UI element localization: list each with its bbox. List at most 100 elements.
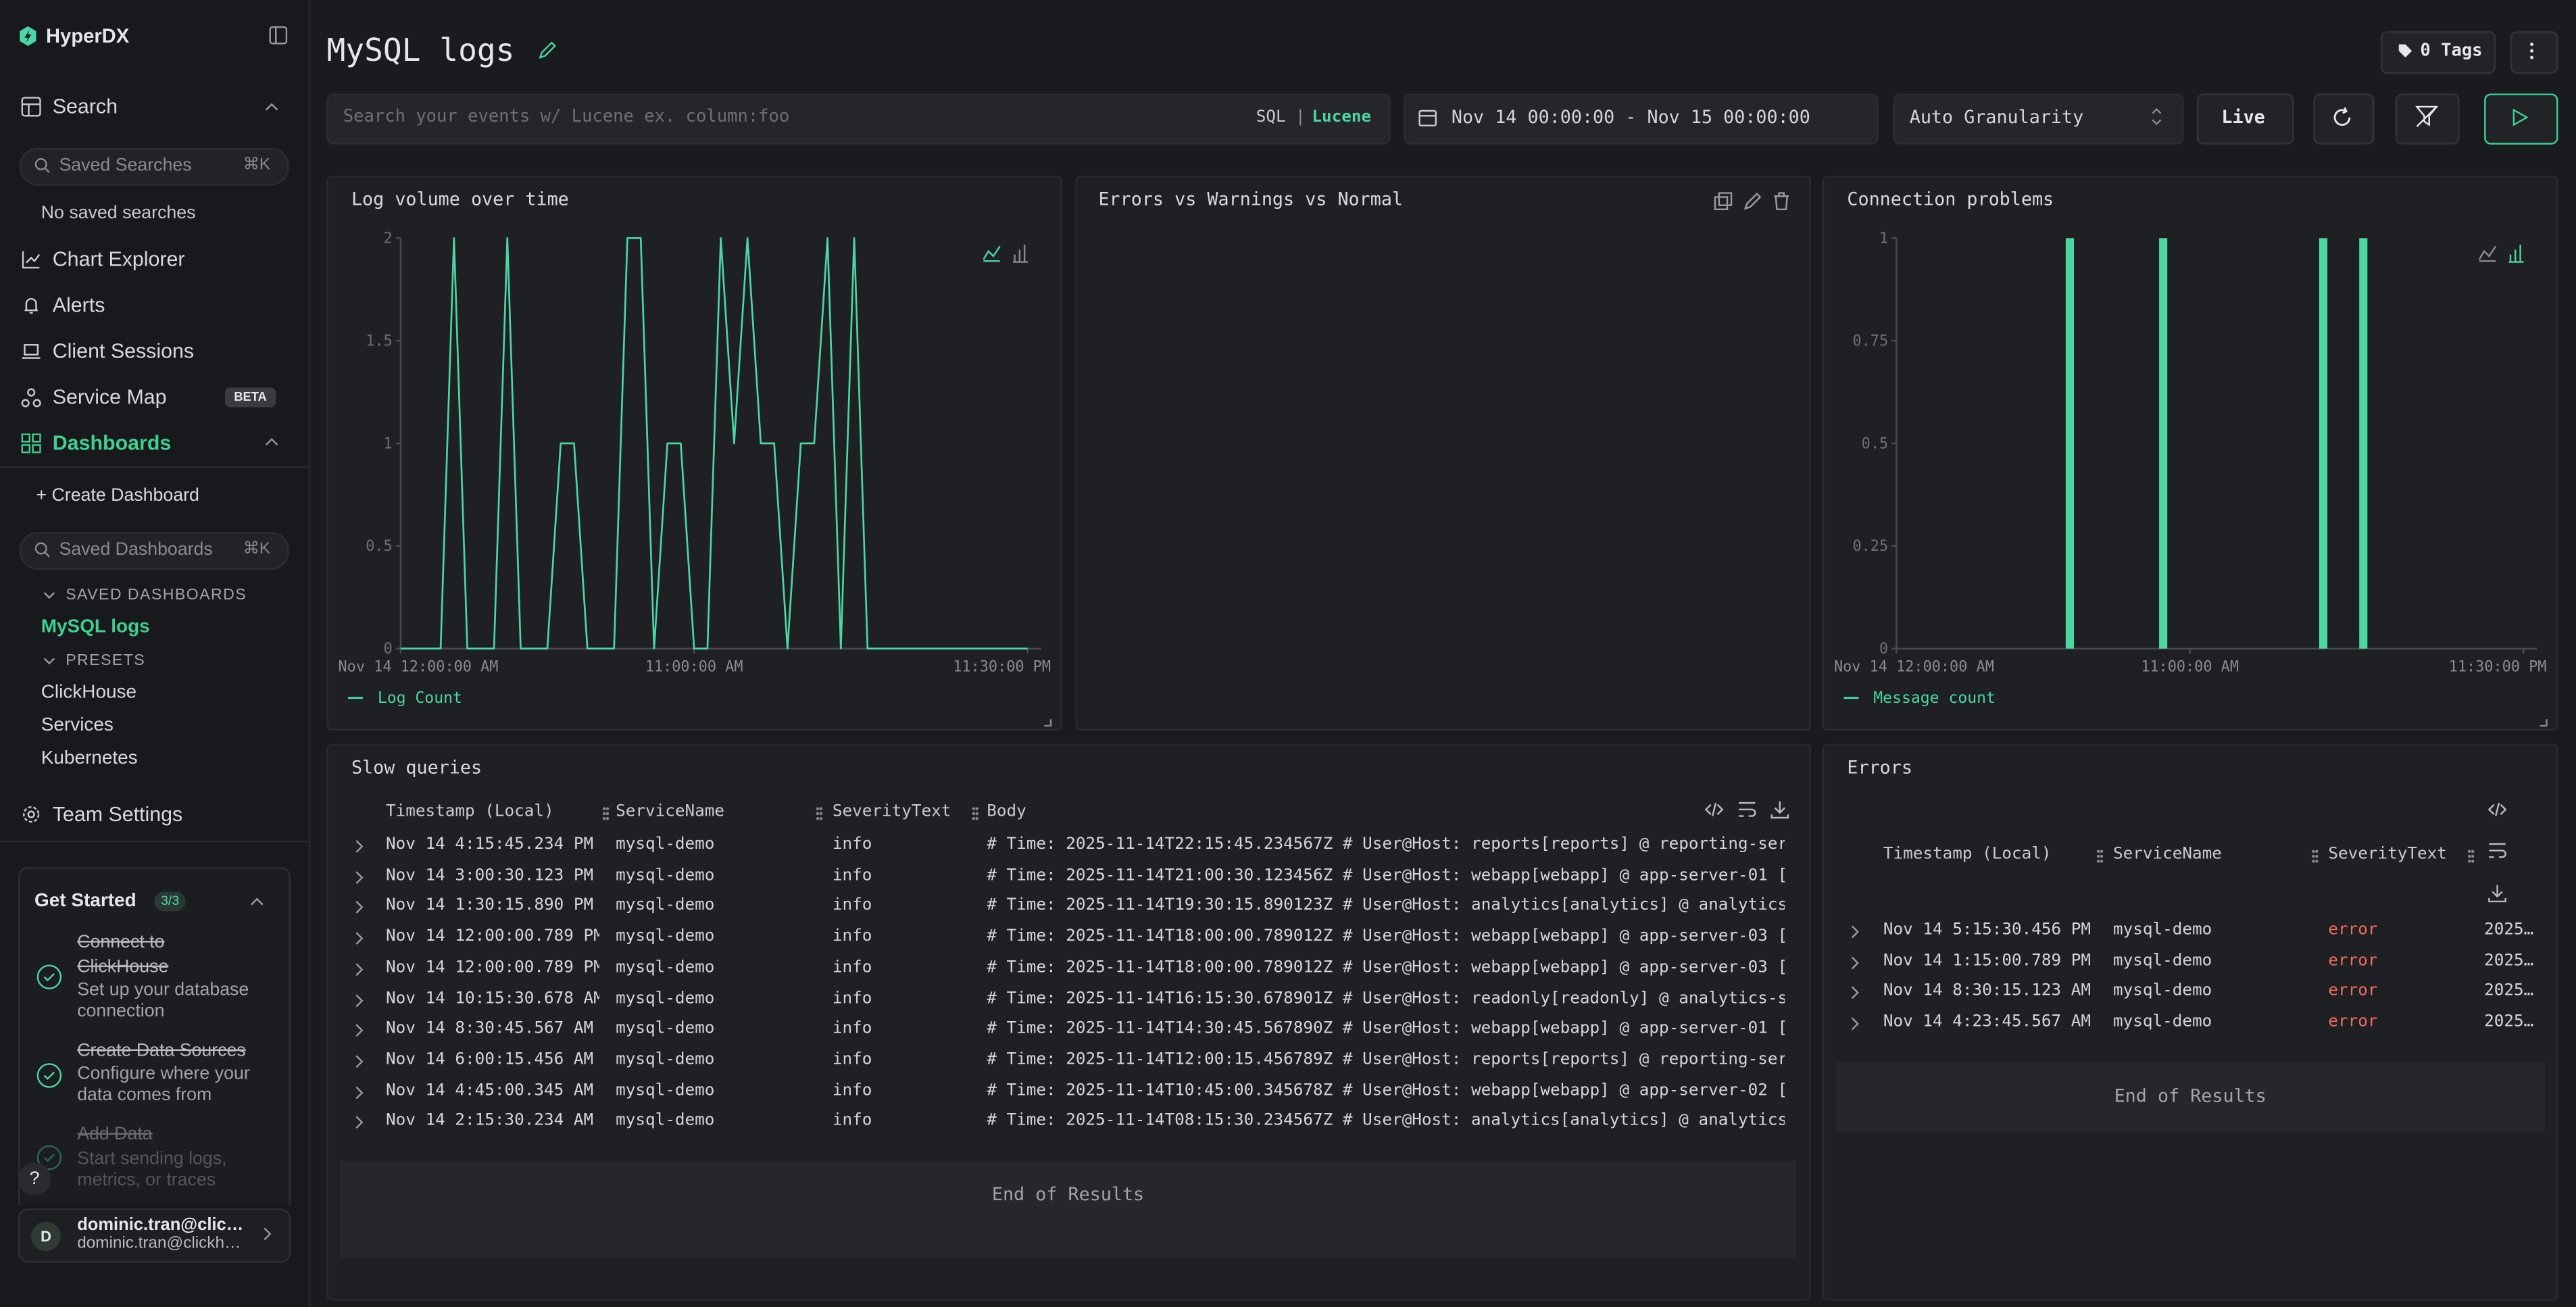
granularity-select[interactable] xyxy=(1893,93,2184,145)
live-button[interactable] xyxy=(2196,93,2294,145)
table-cell: Nov 14 4:45:00.345 AM xyxy=(385,1081,594,1100)
separator: | xyxy=(1295,108,1306,127)
column-header[interactable]: ServiceName xyxy=(616,803,725,821)
bar xyxy=(2159,238,2168,649)
tile-title: Errors xyxy=(1847,757,1912,779)
column-resize-handle[interactable] xyxy=(602,806,610,821)
column-header[interactable]: ServiceName xyxy=(2113,845,2222,864)
nav-dashboards[interactable]: Dashboards xyxy=(52,432,172,455)
step-description: Set up your database connection xyxy=(77,980,249,1022)
nav-service-map[interactable]: Service Map xyxy=(52,385,167,409)
download-button[interactable] xyxy=(2487,883,2507,903)
chevron xyxy=(1851,956,1859,969)
code-button[interactable] xyxy=(2487,799,2507,819)
table-cell: 2025… xyxy=(2484,952,2534,970)
collapse-button[interactable] xyxy=(269,26,288,45)
help-button[interactable]: ? xyxy=(18,1162,51,1195)
nav-client-sessions[interactable]: Client Sessions xyxy=(52,339,195,363)
filter-button[interactable] xyxy=(2395,93,2460,145)
edit-button[interactable] xyxy=(1743,192,1762,210)
expand-row[interactable] xyxy=(355,839,365,854)
expand-row[interactable] xyxy=(1850,1016,1860,1031)
column-header[interactable]: SeverityText xyxy=(2328,845,2447,864)
expand-row[interactable] xyxy=(355,1054,365,1069)
expand-row[interactable] xyxy=(1850,955,1860,970)
table-cell: mysql-demo xyxy=(616,835,715,854)
table-cell: # Time: 2025-11-14T18:00:00.789012Z # Us… xyxy=(987,928,1785,946)
chart-icon xyxy=(22,251,41,269)
nav-chart-explorer[interactable]: Chart Explorer xyxy=(52,247,185,271)
column-resize-handle[interactable] xyxy=(2467,849,2475,864)
wrap-button[interactable] xyxy=(1737,799,1757,819)
expand-row[interactable] xyxy=(1850,986,1860,1001)
step-description: Start sending logs, metrics, or traces xyxy=(77,1149,227,1191)
expand-row[interactable] xyxy=(355,1023,365,1038)
table-cell: 2025… xyxy=(2484,921,2534,939)
expand-row[interactable] xyxy=(355,993,365,1008)
y-tick-label: 0 xyxy=(1879,641,1888,658)
expand-row[interactable] xyxy=(355,1115,365,1130)
nav-search[interactable]: Search xyxy=(52,95,118,118)
more-button[interactable] xyxy=(2510,31,2558,74)
nav-team-settings[interactable]: Team Settings xyxy=(52,803,183,827)
expand-row[interactable] xyxy=(355,870,365,885)
nav-alerts[interactable]: Alerts xyxy=(52,293,105,317)
refresh-button[interactable] xyxy=(2313,93,2375,145)
table-cell: Nov 14 1:15:00.789 PM xyxy=(1883,952,2091,970)
logo xyxy=(20,26,36,47)
column-header[interactable]: SeverityText xyxy=(832,803,951,821)
column-resize-handle[interactable] xyxy=(2096,849,2104,864)
tags-button[interactable] xyxy=(2381,31,2496,74)
column-resize-handle[interactable] xyxy=(816,806,823,821)
run-button[interactable] xyxy=(2484,93,2558,145)
column-header[interactable]: Timestamp (Local) xyxy=(1883,845,2052,864)
expand-row[interactable] xyxy=(355,1085,365,1100)
table-cell: info xyxy=(832,1020,872,1039)
saved-dashboards-input[interactable] xyxy=(20,532,289,570)
table-cell: Nov 14 1:30:15.890 PM xyxy=(385,897,594,916)
expand-row[interactable] xyxy=(1850,924,1860,939)
delete-button[interactable] xyxy=(1773,192,1789,211)
legend-entry: Log Count xyxy=(378,689,462,707)
chart-type-toggle[interactable] xyxy=(2478,245,2524,263)
saved-searches-input[interactable] xyxy=(20,147,289,186)
preset-link[interactable]: Kubernetes xyxy=(41,748,138,769)
preset-link[interactable]: Services xyxy=(41,716,114,736)
user-menu[interactable] xyxy=(18,1208,291,1263)
chevron xyxy=(355,901,364,914)
expand-row[interactable] xyxy=(355,931,365,946)
divider xyxy=(0,841,309,843)
column-header[interactable]: Body xyxy=(987,803,1026,821)
search-icon xyxy=(21,97,41,117)
icon xyxy=(1704,802,1724,816)
progress-badge: 3/3 xyxy=(154,891,186,912)
create-dashboard[interactable]: + Create Dashboard xyxy=(36,486,199,506)
search-input[interactable] xyxy=(326,93,1391,145)
resize-handle[interactable] xyxy=(1044,719,1052,727)
sql-toggle[interactable]: SQL xyxy=(1256,108,1286,127)
step-title: Connect to ClickHouse xyxy=(77,933,169,977)
bar-icon xyxy=(1013,245,1028,263)
time-picker[interactable] xyxy=(1404,93,1879,145)
chart-type-toggle[interactable] xyxy=(983,245,1028,263)
lucene-toggle[interactable]: Lucene xyxy=(1312,108,1372,127)
edit-title[interactable] xyxy=(539,41,557,59)
chevron xyxy=(355,993,364,1007)
column-header[interactable]: Timestamp (Local) xyxy=(385,803,554,821)
tile-title: Slow queries xyxy=(351,757,482,779)
y-tick-label: 1.5 xyxy=(366,332,392,349)
column-resize-handle[interactable] xyxy=(972,806,979,821)
expand-row[interactable] xyxy=(355,962,365,977)
column-resize-handle[interactable] xyxy=(2312,849,2319,864)
resize-handle[interactable] xyxy=(2540,719,2548,727)
code-button[interactable] xyxy=(1704,799,1724,819)
dashboard-link[interactable]: MySQL logs xyxy=(41,617,150,637)
expand-row[interactable] xyxy=(355,900,365,915)
chart-tile: Log volume over time 0 0.5 1 1.5 2 Nov 14 12:… xyxy=(326,175,1063,731)
chevron xyxy=(43,592,55,599)
wrap-button[interactable] xyxy=(2487,841,2507,860)
preset-link[interactable]: ClickHouse xyxy=(41,683,137,703)
download-button[interactable] xyxy=(1770,799,1789,819)
